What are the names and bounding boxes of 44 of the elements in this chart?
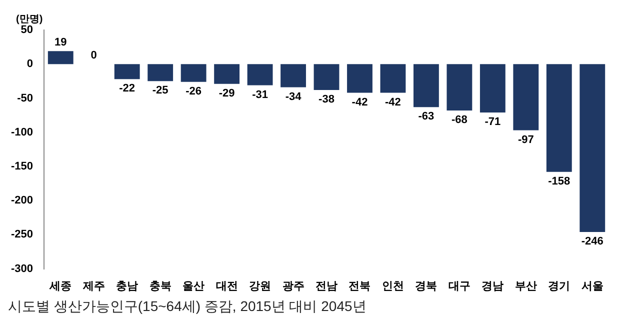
y-tick-label: 0 (26, 58, 34, 70)
data-label: -42 (352, 96, 368, 108)
x-tick-label: 울산 (182, 280, 205, 292)
data-label: -25 (152, 84, 168, 97)
x-tick-label: 서울 (581, 280, 604, 292)
y-tick-label: -100 (10, 126, 34, 138)
data-label: -38 (318, 94, 334, 106)
x-tick-label: 충남 (116, 280, 138, 292)
data-label: -42 (385, 96, 401, 108)
x-tick-label: 전남 (316, 280, 338, 292)
y-tick-label: -300 (10, 262, 34, 275)
y-tick-label: -200 (10, 194, 34, 207)
y-tick-label: -150 (10, 160, 34, 172)
x-tick-label: 대전 (216, 280, 238, 292)
x-tick-label: 경남 (482, 280, 504, 292)
data-label: -158 (548, 175, 570, 188)
data-label: -22 (119, 82, 136, 95)
x-tick-label: 부산 (514, 280, 537, 292)
x-tick-label: 경기 (548, 280, 570, 292)
x-tick-label: 충북 (149, 280, 172, 292)
x-tick-label: 전북 (348, 280, 371, 292)
data-label: 0 (90, 50, 97, 62)
data-label: -29 (218, 87, 235, 100)
y-tick-label: -50 (17, 92, 34, 104)
y-tick-label: -250 (10, 228, 34, 241)
x-tick-label: 광주 (282, 280, 304, 292)
data-label: -246 (581, 235, 604, 248)
x-tick-label: 제주 (82, 280, 105, 292)
data-label: -31 (252, 88, 268, 101)
data-label: -71 (484, 116, 501, 128)
x-tick-label: 경북 (415, 280, 438, 292)
data-label: -26 (186, 85, 202, 98)
x-tick-label: 대구 (448, 280, 470, 292)
data-label: -68 (451, 114, 468, 126)
x-tick-label: 강원 (249, 280, 272, 292)
y-tick-label: 50 (20, 24, 34, 36)
data-label: -97 (518, 134, 534, 146)
y-axis-title: (만명) (16, 14, 43, 25)
data-label: -34 (285, 90, 302, 103)
x-tick-label: 세종 (48, 280, 72, 292)
data-label: 19 (54, 36, 67, 49)
x-tick-label: 인천 (382, 280, 404, 292)
text: 시도별 생산가능인구(15~64세) 증감, 2015년 대비 2045년 (8, 298, 368, 316)
data-label: -63 (418, 110, 434, 123)
